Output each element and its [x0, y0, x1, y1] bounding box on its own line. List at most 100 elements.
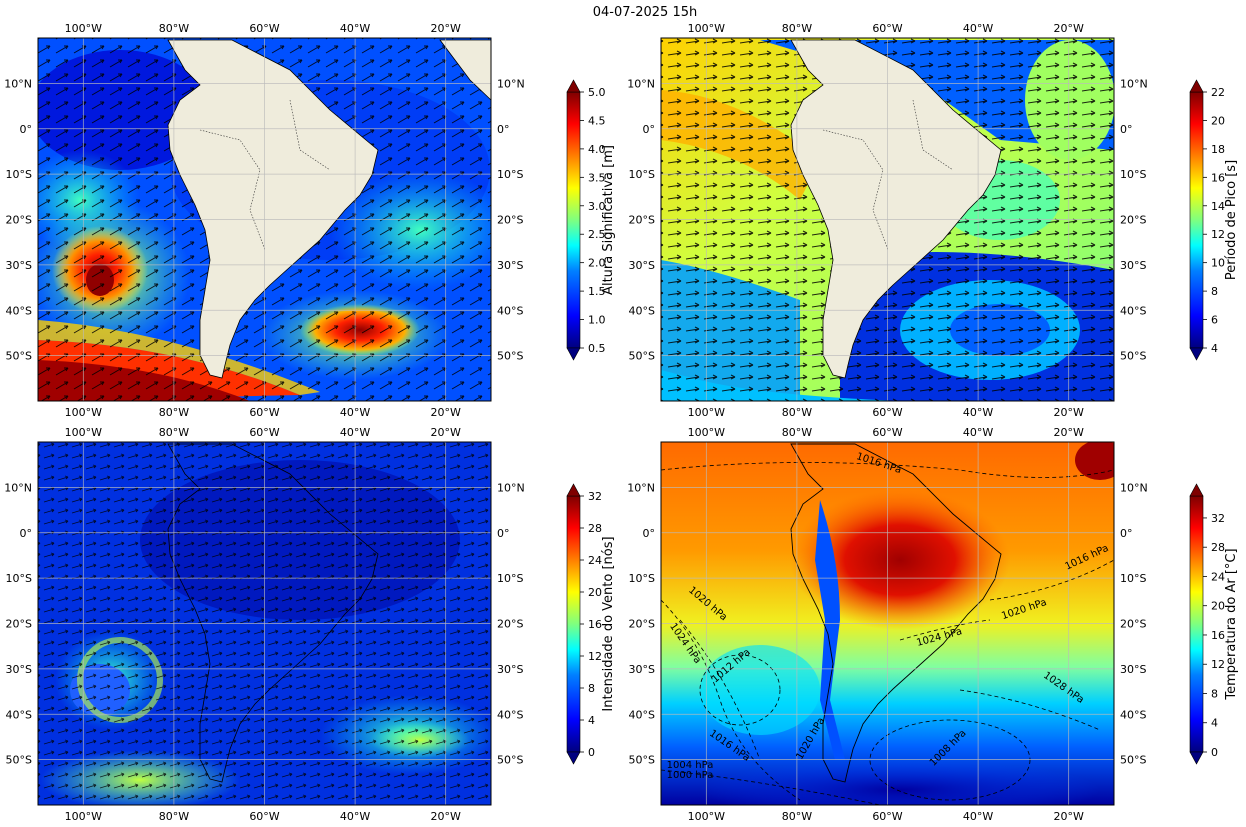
colorbar-tick-label: 4	[1211, 342, 1218, 355]
lat-tick-label: 20°S	[6, 214, 32, 227]
lon-tick-label: 100°W	[65, 406, 102, 419]
lon-tick-label: 80°W	[782, 426, 812, 439]
lat-tick-label: 10°N	[497, 481, 525, 494]
colorbar-tick-label: 20	[588, 586, 602, 599]
lat-tick-label: 0°	[1120, 123, 1133, 136]
colorbar-tick-label: 4	[1211, 717, 1218, 730]
lon-tick-label: 40°W	[963, 22, 993, 35]
lon-tick-label: 20°W	[431, 406, 461, 419]
colorbar-tick-label: 1.5	[588, 285, 606, 298]
lat-tick-label: 40°S	[629, 304, 655, 317]
lon-tick-label: 60°W	[249, 22, 279, 35]
colorbar-tick-label: 12	[1211, 658, 1225, 671]
lon-tick-label: 20°W	[431, 22, 461, 35]
colorbar-tick-label: 12	[588, 650, 602, 663]
lon-tick-label: 60°W	[872, 810, 902, 823]
lon-tick-label: 60°W	[872, 406, 902, 419]
lat-tick-label: 10°N	[627, 77, 655, 90]
colorbar-wind-speed: 0 4 8 12 16 20 24 28 32 Intensidade do Vento [nós…	[566, 483, 616, 765]
lon-tick-label: 80°W	[159, 426, 189, 439]
colorbar-tick-label: 0.5	[588, 342, 606, 355]
lat-tick-label: 10°N	[1120, 77, 1148, 90]
lon-tick-label: 20°W	[1054, 426, 1084, 439]
lon-tick-label: 60°W	[249, 810, 279, 823]
lon-tick-label: 20°W	[431, 810, 461, 823]
colorbar-tick-label: 12	[1211, 228, 1225, 241]
lat-tick-label: 20°S	[6, 618, 32, 631]
colorbar-extend-min	[566, 751, 581, 765]
lat-tick-label: 10°S	[629, 168, 655, 181]
map-panel-air-temperature	[661, 442, 1114, 805]
colorbar-extend-max	[1189, 79, 1204, 93]
colorbar-tick-label: 8	[1211, 285, 1218, 298]
lat-tick-label: 40°S	[1120, 708, 1146, 721]
lon-tick-label: 80°W	[159, 810, 189, 823]
colorbar-label: Intensidade do Vento [nós]	[601, 536, 616, 711]
lon-tick-label: 100°W	[688, 22, 725, 35]
lat-tick-label: 0°	[497, 527, 510, 540]
lat-tick-label: 10°N	[1120, 481, 1148, 494]
map-frame-peak-period: 100°W 100°W 80°W 80°W 60°W 60°W 40°W 40°W 20°W 20…	[627, 22, 1147, 419]
south-america-landmass	[790, 39, 1002, 379]
lon-tick-label: 40°W	[963, 406, 993, 419]
lat-tick-label: 10°S	[497, 168, 523, 181]
lon-tick-label: 100°W	[688, 406, 725, 419]
colorbar-tick-label: 10	[1211, 257, 1225, 270]
map-frame-wave-height: 100°W 100°W 80°W 80°W 60°W 60°W 40°W 40°W 20°W 20…	[4, 22, 524, 419]
lon-tick-label: 40°W	[340, 810, 370, 823]
lon-tick-label: 100°W	[65, 426, 102, 439]
lat-tick-label: 20°S	[497, 618, 523, 631]
lon-tick-label: 80°W	[159, 406, 189, 419]
lat-tick-label: 10°N	[4, 481, 32, 494]
colorbar-tick-label: 3.0	[588, 200, 606, 213]
lat-tick-label: 30°S	[1120, 259, 1146, 272]
lon-tick-label: 20°W	[1054, 810, 1084, 823]
lat-tick-label: 10°N	[497, 77, 525, 90]
lon-tick-label: 20°W	[1054, 22, 1084, 35]
lat-tick-label: 30°S	[1120, 663, 1146, 676]
colorbar-tick-label: 4	[588, 714, 595, 727]
lat-tick-label: 20°S	[497, 214, 523, 227]
lat-tick-label: 30°S	[629, 663, 655, 676]
lat-tick-label: 10°N	[4, 77, 32, 90]
lon-tick-label: 40°W	[340, 426, 370, 439]
colorbar-label: Altura Significativa [m]	[601, 145, 616, 295]
colorbar-tick-label: 5.0	[588, 86, 606, 99]
colorbar-tick-label: 0	[1211, 746, 1218, 759]
lat-tick-label: 10°S	[497, 572, 523, 585]
lon-tick-label: 100°W	[688, 810, 725, 823]
lon-tick-label: 80°W	[782, 22, 812, 35]
lat-tick-label: 20°S	[1120, 618, 1146, 631]
lon-tick-label: 60°W	[249, 406, 279, 419]
colorbar-extend-min	[566, 347, 581, 361]
lat-tick-label: 20°S	[629, 618, 655, 631]
lon-tick-label: 20°W	[1054, 406, 1084, 419]
lon-tick-label: 100°W	[688, 426, 725, 439]
colorbar-extend-max	[566, 483, 581, 497]
lat-tick-label: 0°	[20, 527, 33, 540]
lat-tick-label: 50°S	[629, 350, 655, 363]
lat-tick-label: 40°S	[6, 304, 32, 317]
colorbar-tick-label: 28	[588, 522, 602, 535]
lon-tick-label: 100°W	[65, 22, 102, 35]
colorbar-tick-label: 18	[1211, 143, 1225, 156]
colorbar-tick-label: 16	[588, 618, 602, 631]
colorbar-extend-min	[1189, 751, 1204, 765]
colorbar-tick-label: 16	[1211, 629, 1225, 642]
lat-tick-label: 40°S	[629, 708, 655, 721]
colorbar-tick-label: 24	[1211, 570, 1225, 583]
lat-tick-label: 0°	[643, 527, 656, 540]
lat-tick-label: 50°S	[497, 754, 523, 767]
lat-tick-label: 50°S	[1120, 350, 1146, 363]
map-frame-air-temperature: 100°W 100°W 80°W 80°W 60°W 60°W 40°W 40°W 20°W 20…	[627, 426, 1147, 823]
colorbar-tick-label: 2.5	[588, 228, 606, 241]
colorbar-tick-label: 16	[1211, 171, 1225, 184]
lat-tick-label: 50°S	[497, 350, 523, 363]
lat-tick-label: 50°S	[6, 350, 32, 363]
colorbar-tick-label: 24	[588, 554, 602, 567]
south-america-landmass	[790, 443, 1002, 783]
lon-tick-label: 40°W	[963, 810, 993, 823]
lon-tick-label: 20°W	[431, 426, 461, 439]
lat-tick-label: 10°S	[629, 572, 655, 585]
colorbar-tick-label: 20	[1211, 600, 1225, 613]
